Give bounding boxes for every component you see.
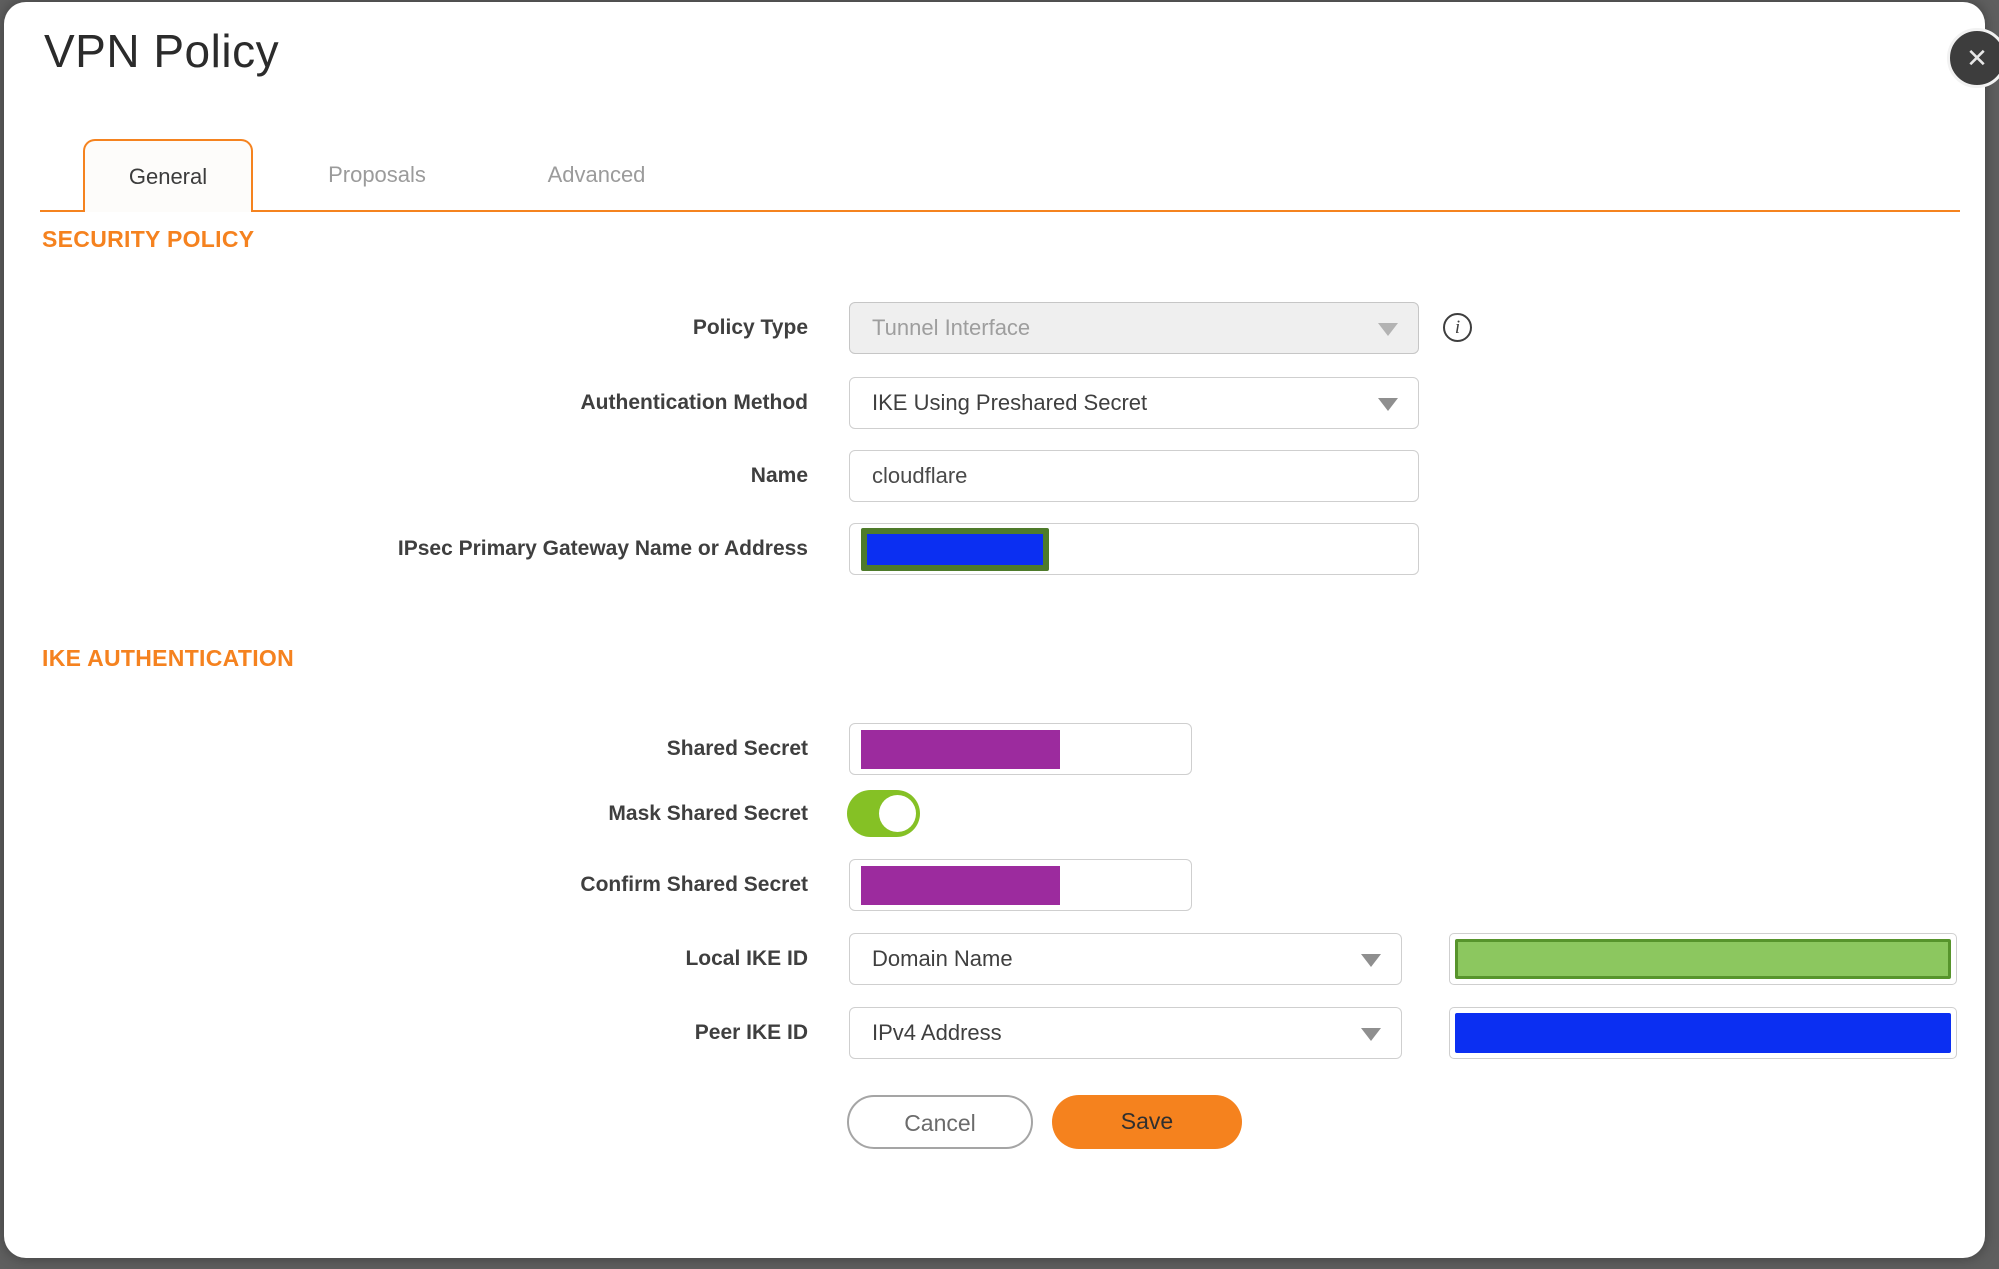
chevron-down-icon	[1361, 1028, 1381, 1041]
auth-method-select[interactable]: IKE Using Preshared Secret	[849, 377, 1419, 429]
chevron-down-icon	[1378, 323, 1398, 336]
name-input[interactable]: cloudflare	[849, 450, 1419, 502]
confirm-shared-secret-label: Confirm Shared Secret	[580, 873, 808, 896]
tab-advanced[interactable]: Advanced	[547, 162, 646, 187]
cancel-button[interactable]: Cancel	[847, 1095, 1033, 1149]
local-ike-id-select[interactable]: Domain Name	[849, 933, 1402, 985]
gateway-label: IPsec Primary Gateway Name or Address	[397, 537, 808, 560]
local-ike-id-type: Domain Name	[872, 946, 1013, 971]
peer-ike-id-value-input[interactable]	[1449, 1007, 1957, 1059]
tab-bar-underline	[40, 210, 1960, 212]
name-label: Name	[750, 464, 808, 487]
tab-proposals[interactable]: Proposals	[328, 162, 426, 187]
shared-secret-input[interactable]	[849, 723, 1192, 775]
tab-general[interactable]: General	[83, 139, 253, 212]
policy-type-value: Tunnel Interface	[872, 315, 1031, 340]
chevron-down-icon	[1361, 954, 1381, 967]
save-button[interactable]: Save	[1052, 1095, 1242, 1149]
security-policy-heading: SECURITY POLICY	[42, 226, 255, 252]
name-value: cloudflare	[872, 463, 968, 488]
mask-shared-secret-toggle[interactable]	[847, 790, 920, 837]
gateway-input[interactable]	[849, 523, 1419, 575]
auth-method-label: Authentication Method	[580, 391, 808, 414]
local-ike-id-value-input[interactable]	[1449, 933, 1957, 985]
local-ike-id-value-redacted	[1455, 939, 1951, 979]
peer-ike-id-label: Peer IKE ID	[694, 1021, 808, 1044]
policy-type-select: Tunnel Interface	[849, 302, 1419, 354]
confirm-shared-secret-value-redacted	[861, 866, 1060, 905]
page-title: VPN Policy	[44, 25, 280, 77]
mask-shared-secret-label: Mask Shared Secret	[608, 802, 808, 825]
gateway-value-redacted	[861, 528, 1049, 571]
vpn-policy-dialog: VPN Policy General Proposals Advanced SE…	[4, 2, 1985, 1258]
peer-ike-id-select[interactable]: IPv4 Address	[849, 1007, 1402, 1059]
ike-authentication-heading: IKE AUTHENTICATION	[42, 645, 294, 671]
shared-secret-label: Shared Secret	[666, 737, 808, 760]
auth-method-value: IKE Using Preshared Secret	[872, 390, 1148, 415]
info-icon[interactable]: i	[1443, 313, 1472, 342]
close-icon[interactable]: ✕	[1947, 28, 1999, 88]
chevron-down-icon	[1378, 398, 1398, 411]
toggle-knob	[879, 795, 916, 832]
peer-ike-id-type: IPv4 Address	[872, 1020, 1002, 1045]
peer-ike-id-value-redacted	[1455, 1013, 1951, 1053]
local-ike-id-label: Local IKE ID	[685, 947, 808, 970]
confirm-shared-secret-input[interactable]	[849, 859, 1192, 911]
shared-secret-value-redacted	[861, 730, 1060, 769]
policy-type-label: Policy Type	[692, 316, 808, 339]
